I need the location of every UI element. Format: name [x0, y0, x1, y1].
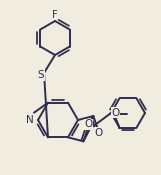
- Text: N: N: [26, 115, 34, 125]
- Text: O: O: [94, 128, 103, 138]
- Text: O: O: [111, 108, 120, 118]
- Text: S: S: [38, 70, 44, 80]
- Text: F: F: [52, 10, 58, 20]
- Text: O: O: [84, 119, 93, 129]
